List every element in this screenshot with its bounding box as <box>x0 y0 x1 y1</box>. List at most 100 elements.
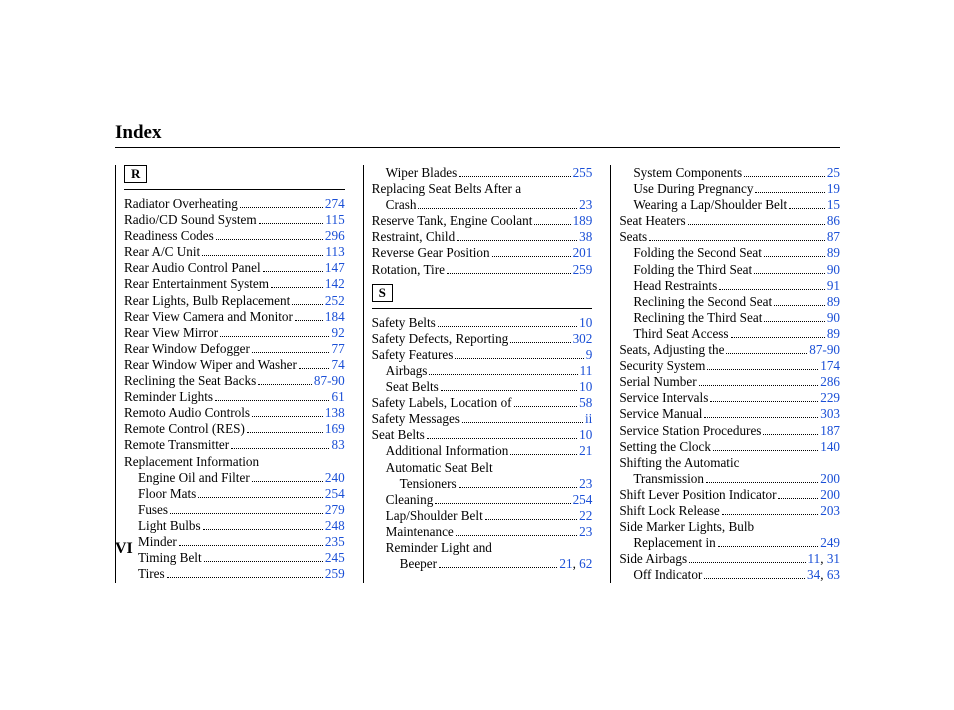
page-link[interactable]: 200 <box>820 487 840 502</box>
page-link[interactable]: 87-90 <box>809 342 840 357</box>
leader-dots <box>713 450 818 451</box>
page-link[interactable]: 25 <box>827 165 840 180</box>
leader-dots <box>755 192 824 193</box>
page-link[interactable]: 189 <box>573 213 593 228</box>
index-entry-label: Head Restraints <box>633 278 717 294</box>
page-link[interactable]: 203 <box>820 503 840 518</box>
page-link[interactable]: 10 <box>579 315 592 330</box>
index-heading: Replacing Seat Belts After a <box>372 181 593 197</box>
page-link[interactable]: ii <box>585 411 592 426</box>
page-link[interactable]: 23 <box>579 197 592 212</box>
index-entry: Safety Features9 <box>372 347 593 363</box>
page-link[interactable]: 115 <box>325 212 344 227</box>
page-link[interactable]: 296 <box>325 228 345 243</box>
page-link[interactable]: 274 <box>325 196 345 211</box>
index-entry-label: Floor Mats <box>138 486 196 502</box>
page-link[interactable]: 61 <box>331 389 344 404</box>
page-link[interactable]: 255 <box>573 165 593 180</box>
page-link[interactable]: 245 <box>325 550 345 565</box>
page-refs: 302 <box>573 331 593 347</box>
page-link[interactable]: 91 <box>827 278 840 293</box>
page-link[interactable]: 169 <box>325 421 345 436</box>
page-link[interactable]: 87-90 <box>314 373 345 388</box>
page-link[interactable]: 86 <box>827 213 840 228</box>
page-link[interactable]: 240 <box>325 470 345 485</box>
page-link[interactable]: 74 <box>331 357 344 372</box>
page-link[interactable]: 201 <box>573 245 593 260</box>
page-link[interactable]: 259 <box>325 566 345 581</box>
page-link[interactable]: 140 <box>820 439 840 454</box>
page-link[interactable]: 303 <box>820 406 840 421</box>
leader-dots <box>731 337 825 338</box>
page-link[interactable]: 187 <box>820 423 840 438</box>
index-entry-label: Folding the Third Seat <box>633 262 752 278</box>
page-link[interactable]: 10 <box>579 379 592 394</box>
page-link[interactable]: 83 <box>331 437 344 452</box>
page-link[interactable]: 200 <box>820 471 840 486</box>
page-link[interactable]: 184 <box>325 309 345 324</box>
index-entry: Security System174 <box>619 358 840 374</box>
page-link[interactable]: 92 <box>331 325 344 340</box>
page-link[interactable]: 10 <box>579 427 592 442</box>
page-link[interactable]: 31 <box>827 551 840 566</box>
index-entry: Rotation, Tire259 <box>372 262 593 278</box>
page-link[interactable]: 249 <box>820 535 840 550</box>
page-link[interactable]: 254 <box>573 492 593 507</box>
page-link[interactable]: 19 <box>827 181 840 196</box>
page-link[interactable]: 113 <box>325 244 344 259</box>
page-link[interactable]: 147 <box>325 260 345 275</box>
index-entry: Third Seat Access89 <box>619 326 840 342</box>
page-link[interactable]: 22 <box>579 508 592 523</box>
page-link[interactable]: 286 <box>820 374 840 389</box>
page-link[interactable]: 15 <box>827 197 840 212</box>
page-link[interactable]: 248 <box>325 518 345 533</box>
page-link[interactable]: 142 <box>325 276 345 291</box>
page-link[interactable]: 89 <box>827 326 840 341</box>
index-entry-label: Airbags <box>386 363 428 379</box>
index-entry: Reclining the Seat Backs87-90 <box>124 373 345 389</box>
index-entry: Tensioners23 <box>372 476 593 492</box>
page-link[interactable]: 23 <box>579 524 592 539</box>
page-refs: 89 <box>827 245 840 261</box>
index-page: Index RRadiator Overheating274Radio/CD S… <box>0 0 954 710</box>
page-link[interactable]: 34 <box>807 567 820 582</box>
page-link[interactable]: 62 <box>579 556 592 571</box>
page-link[interactable]: 21 <box>579 443 592 458</box>
page-link[interactable]: 11 <box>808 551 821 566</box>
page-link[interactable]: 38 <box>579 229 592 244</box>
page-link[interactable]: 229 <box>820 390 840 405</box>
page-link[interactable]: 254 <box>325 486 345 501</box>
page-refs: 286 <box>820 374 840 390</box>
leader-dots <box>764 256 825 257</box>
page-link[interactable]: 63 <box>827 567 840 582</box>
index-entry-label: Seat Belts <box>386 379 439 395</box>
page-link[interactable]: 87 <box>827 229 840 244</box>
page-link[interactable]: 90 <box>827 262 840 277</box>
page-link[interactable]: 259 <box>573 262 593 277</box>
index-entry: Seat Belts 10 <box>372 379 593 395</box>
page-link[interactable]: 90 <box>827 310 840 325</box>
page-link[interactable]: 174 <box>820 358 840 373</box>
page-link[interactable]: 302 <box>573 331 593 346</box>
index-entry-label: Radiator Overheating <box>124 196 238 212</box>
index-entry-label: Seats, Adjusting the <box>619 342 724 358</box>
page-link[interactable]: 279 <box>325 502 345 517</box>
leader-dots <box>252 416 323 417</box>
page-link[interactable]: 138 <box>325 405 345 420</box>
page-link[interactable]: 58 <box>579 395 592 410</box>
index-entry: Seats, Adjusting the 87-90 <box>619 342 840 358</box>
index-entry-label: Off Indicator <box>633 567 702 583</box>
page-link[interactable]: 89 <box>827 294 840 309</box>
page-refs: 142 <box>325 276 345 292</box>
page-link[interactable]: 23 <box>579 476 592 491</box>
page-refs: 11, 31 <box>808 551 840 567</box>
page-link[interactable]: 252 <box>325 293 345 308</box>
page-link[interactable]: 89 <box>827 245 840 260</box>
page-link[interactable]: 77 <box>331 341 344 356</box>
page-link[interactable]: 11 <box>580 363 593 378</box>
index-entry: Readiness Codes296 <box>124 228 345 244</box>
page-link[interactable]: 235 <box>325 534 345 549</box>
page-refs: 113 <box>325 244 344 260</box>
page-link[interactable]: 9 <box>586 347 593 362</box>
page-link[interactable]: 21 <box>559 556 572 571</box>
